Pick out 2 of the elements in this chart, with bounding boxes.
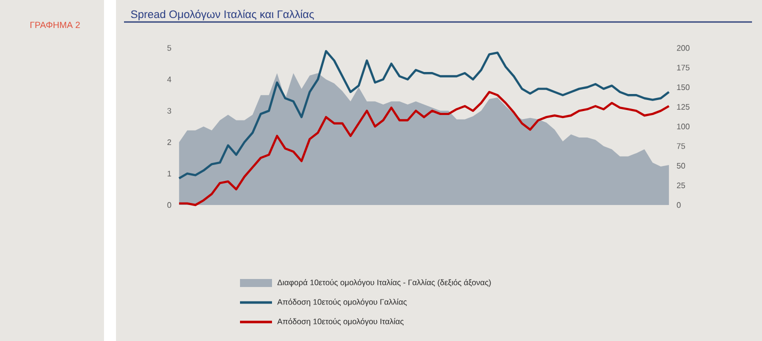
text: ΓΡΑΦΗΜΑ 2 [30, 22, 80, 28]
chart-title: Spread Ομολόγων Ιταλίας και Γαλλίας [131, 10, 314, 20]
